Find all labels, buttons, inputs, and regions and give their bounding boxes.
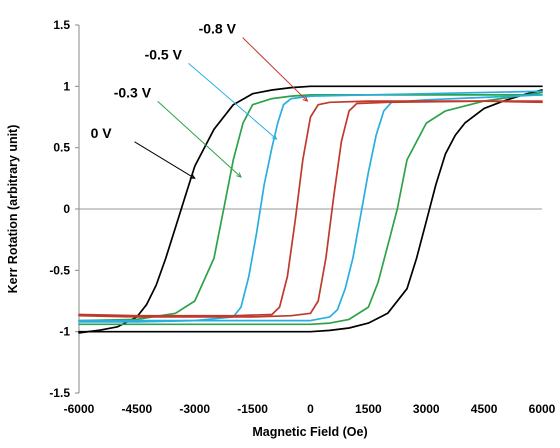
annotation-arrowhead <box>271 134 278 140</box>
y-tick-label: -1 <box>59 325 70 339</box>
series-1-descending-branch <box>78 94 543 322</box>
series-2-descending-branch <box>78 90 543 323</box>
annotation-label: -0.5 V <box>145 46 183 62</box>
series-1-ascending-branch <box>78 91 543 326</box>
annotation-arrowhead <box>189 173 196 179</box>
y-tick-label: -1.5 <box>49 386 70 400</box>
annotation-leader-line <box>242 37 308 102</box>
y-tick-label: 0 <box>63 202 70 216</box>
x-tick-label: 3000 <box>413 402 440 416</box>
annotation-arrowhead <box>302 96 309 102</box>
x-tick-label: -4500 <box>122 402 153 416</box>
x-tick-label: -3000 <box>179 402 210 416</box>
annotation-label: -0.8 V <box>199 21 237 37</box>
annotation-leader-line <box>157 101 242 178</box>
series-3-ascending-branch <box>78 100 543 318</box>
y-tick-label: 1 <box>63 79 70 93</box>
series-3-descending-branch <box>78 100 543 317</box>
y-tick-labels: 1.5 1 0.5 0 -0.5 -1 -1.5 <box>49 18 70 400</box>
y-tick-marks <box>75 24 79 394</box>
x-tick-label: 6000 <box>529 402 556 416</box>
x-axis-title: Magnetic Field (Oe) <box>252 425 367 439</box>
y-tick-label: 1.5 <box>53 18 70 32</box>
annotation-arrowhead <box>236 172 242 178</box>
y-tick-label: -0.5 <box>49 263 70 277</box>
x-tick-label: 1500 <box>355 402 382 416</box>
annotation-label: 0 V <box>91 125 113 141</box>
voltage-annotations: 0 V -0.3 V -0.5 V -0.8 V <box>91 21 309 179</box>
y-axis-title: Kerr Rotation (arbitrary unit) <box>6 125 20 294</box>
y-tick-label: 0.5 <box>53 141 70 155</box>
x-tick-label: -6000 <box>64 402 95 416</box>
x-tick-label: 4500 <box>471 402 498 416</box>
annotation-label: -0.3 V <box>114 84 152 100</box>
hysteresis-curves <box>78 85 543 334</box>
annotation-leader-line <box>134 141 196 179</box>
series-0-ascending-branch <box>78 89 543 333</box>
series-2-ascending-branch <box>78 94 543 322</box>
x-tick-label: -1500 <box>237 402 268 416</box>
series-0-descending-branch <box>78 85 543 334</box>
annotation-leader-line <box>188 62 277 140</box>
x-tick-label: 0 <box>307 402 314 416</box>
x-tick-labels: -6000 -4500 -3000 -1500 0 1500 3000 4500 6000 <box>64 402 556 416</box>
